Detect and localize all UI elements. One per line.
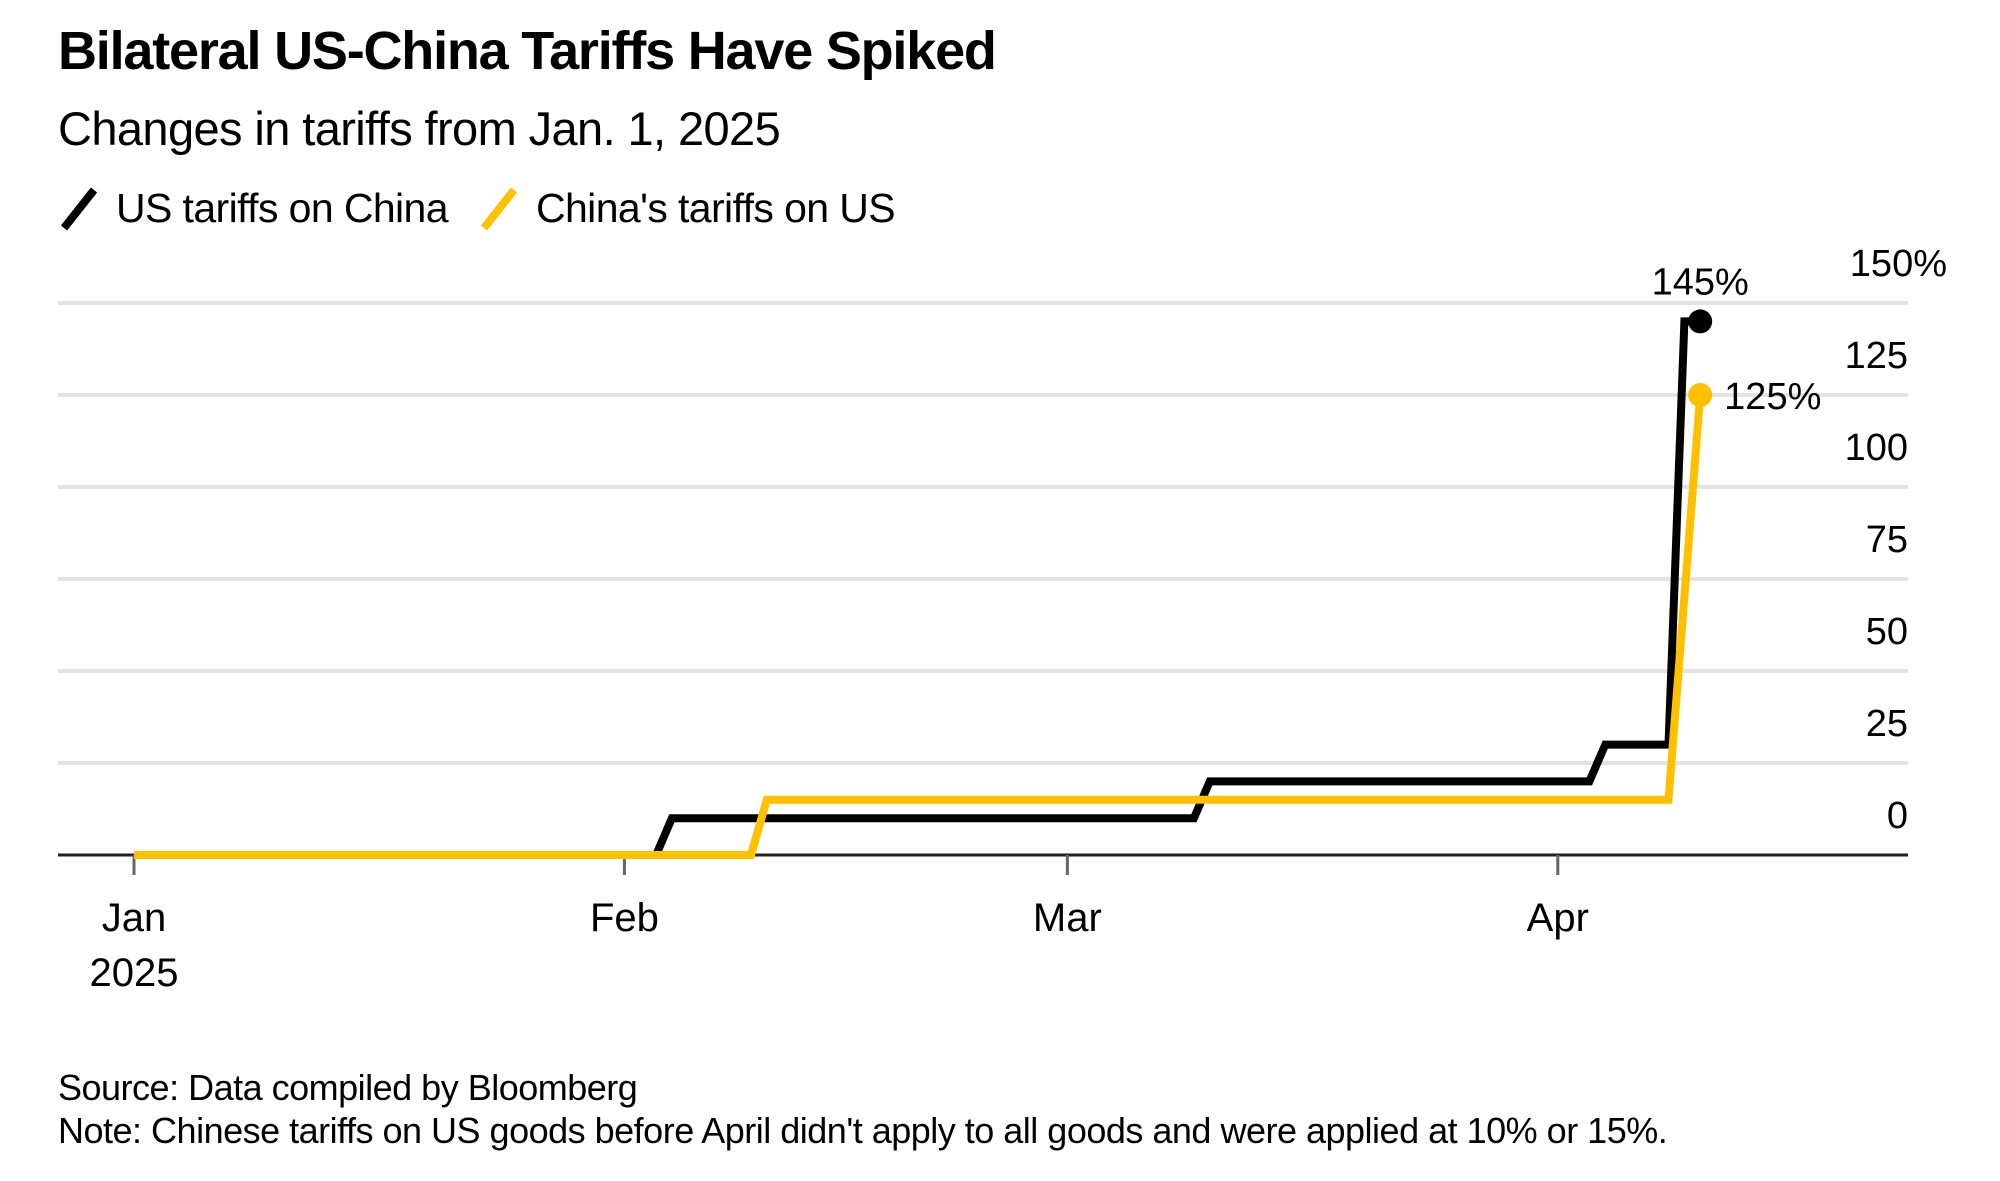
legend-swatch-us-icon bbox=[60, 187, 98, 231]
chart-subtitle: Changes in tariffs from Jan. 1, 2025 bbox=[58, 102, 781, 155]
chart-title: Bilateral US-China Tariffs Have Spiked bbox=[58, 21, 997, 81]
legend-item-us: US tariffs on China bbox=[58, 184, 449, 232]
y-tick-label: 75 bbox=[1866, 519, 1908, 561]
legend: US tariffs on China China's tariffs on U… bbox=[58, 183, 925, 233]
x-axis: Jan 2025 Feb Mar Apr bbox=[58, 853, 1908, 995]
end-marker-us bbox=[1688, 309, 1713, 334]
end-label-us: 145% bbox=[1652, 261, 1749, 303]
y-axis-labels: 0 25 50 75 100 125 150% bbox=[1845, 243, 1947, 837]
x-tick-label: Apr bbox=[1527, 896, 1589, 940]
x-tick-sublabel: 2025 bbox=[90, 951, 179, 995]
footnote: Note: Chinese tariffs on US goods before… bbox=[58, 1110, 1668, 1151]
source-note: Source: Data compiled by Bloomberg bbox=[58, 1067, 638, 1108]
data-labels: 145% 125% bbox=[1652, 261, 1822, 418]
end-marker-china bbox=[1688, 383, 1713, 407]
gridlines bbox=[58, 301, 1908, 765]
series-line-us-tariffs bbox=[134, 317, 1701, 859]
y-tick-label: 100 bbox=[1845, 427, 1908, 469]
end-label-china: 125% bbox=[1724, 376, 1821, 418]
legend-label-us: US tariffs on China bbox=[116, 184, 449, 231]
legend-label-china: China's tariffs on US bbox=[535, 184, 896, 231]
series-line-china-tariffs bbox=[134, 394, 1705, 859]
legend-item-china: China's tariffs on US bbox=[478, 184, 896, 232]
series-lines bbox=[134, 309, 1713, 859]
legend-swatch-china-icon bbox=[480, 187, 518, 231]
x-tick-label: Feb bbox=[590, 896, 659, 940]
x-tick-label: Jan bbox=[102, 896, 167, 940]
y-tick-label: 25 bbox=[1866, 703, 1908, 745]
y-tick-label: 50 bbox=[1866, 611, 1908, 653]
y-tick-label: 125 bbox=[1845, 335, 1908, 377]
y-tick-label: 0 bbox=[1887, 795, 1908, 837]
x-tick-label: Mar bbox=[1033, 896, 1102, 940]
y-tick-label: 150% bbox=[1850, 243, 1947, 285]
